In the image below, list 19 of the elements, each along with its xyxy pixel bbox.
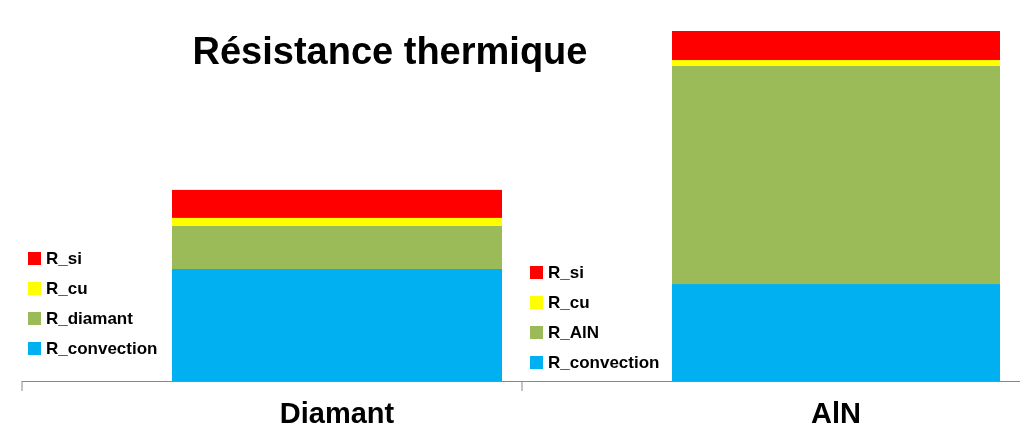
- chart-title: Résistance thermique: [192, 30, 588, 72]
- legend-label: R_si: [548, 263, 584, 282]
- text: R_si: [46, 249, 82, 268]
- bar: [172, 189, 502, 218]
- text: R_cu: [46, 279, 88, 298]
- legend-label: R_diamant: [46, 309, 134, 328]
- x-tick-label: Diamant: [279, 397, 395, 429]
- text: R_convection: [46, 339, 158, 358]
- bar: [672, 284, 1000, 381]
- bar: [672, 31, 1000, 61]
- legend-label: R_cu: [548, 293, 590, 312]
- bar: [172, 225, 502, 269]
- bar: [672, 66, 1000, 285]
- bar: [172, 217, 502, 226]
- x-tick-label: AlN: [811, 397, 861, 429]
- legend-label: R_AlN: [548, 323, 600, 342]
- bar: [172, 269, 502, 381]
- legend-label: R_convection: [548, 353, 660, 372]
- bar: [672, 60, 1000, 66]
